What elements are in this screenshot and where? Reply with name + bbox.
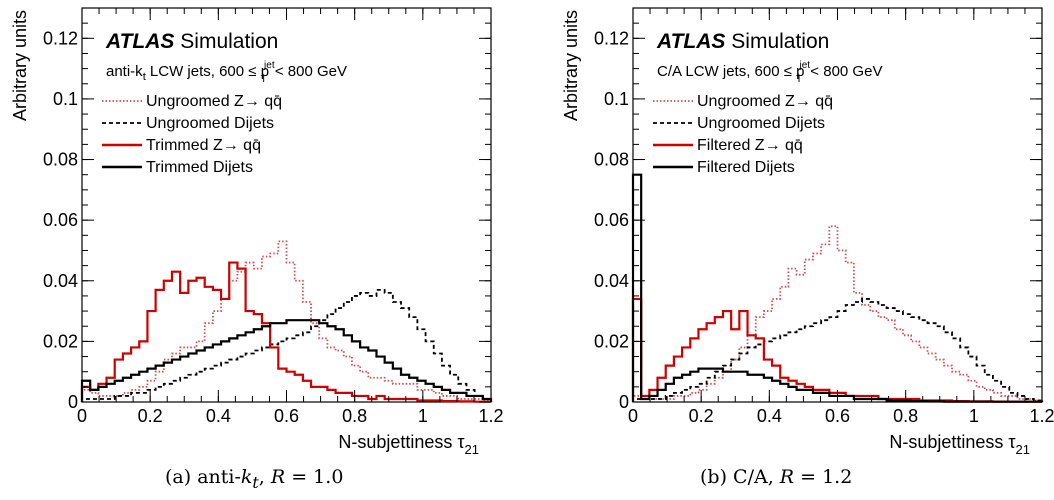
legend-label: Filtered Z→ qq̄	[697, 137, 803, 154]
legend-label: Ungroomed Dijets	[146, 115, 274, 132]
x-tick-label: 0.6	[825, 406, 850, 426]
x-axis-label-main: N-subjettiness τ	[338, 432, 464, 452]
atlas-label-sim: Simulation	[725, 30, 829, 53]
atlas-label-sim: Simulation	[174, 30, 278, 53]
x-tick-label: 0.8	[893, 406, 918, 426]
x-tick-label: 0	[628, 406, 638, 426]
caption-b-val: = 1.2	[794, 466, 853, 488]
series-line-2	[80, 261, 493, 403]
x-tick-label: 0.4	[757, 406, 782, 426]
jet-label-sub2: T	[261, 74, 267, 85]
chart-panel-a: 0 0.2 0.4 0.6 0.8 1 1.2 0 0.02 0.04 0.06 0.08 0.1 0.1…	[10, 7, 504, 457]
x-tick-label: 1.2	[478, 406, 503, 426]
caption-b-r: R	[779, 466, 795, 488]
jet-label-mid: LCW jets, 600 ≤ p	[146, 63, 269, 80]
y-tick-label: 0.06	[43, 210, 78, 230]
caption-a-k: k	[240, 466, 253, 488]
atlas-label: ATLAS Simulation	[105, 30, 278, 53]
y-tick-label: 0.12	[594, 28, 629, 48]
atlas-label-bold: ATLAS	[105, 30, 174, 53]
caption-a-t: t	[252, 472, 259, 492]
jet-selection-label: anti-kt LCW jets, 600 ≤ pjet T < 800 GeV	[106, 60, 347, 85]
jet-label-pre: anti-k	[106, 63, 143, 80]
x-tick-label: 1	[969, 406, 979, 426]
atlas-label: ATLAS Simulation	[656, 30, 829, 53]
x-tick-label: 0.6	[274, 406, 299, 426]
x-tick-label: 0.2	[138, 406, 163, 426]
legend-label: Trimmed Z→ qq̄	[146, 137, 261, 154]
y-tick-label: 0.02	[594, 331, 629, 351]
caption-a-pre: (a) anti-	[165, 466, 241, 488]
jet-label-sup: jet	[798, 60, 810, 71]
jet-label-post: < 800 GeV	[806, 63, 882, 80]
y-tick-label: 0.08	[594, 150, 629, 170]
caption-panel-b: (b) C/A, R = 1.2	[700, 466, 852, 488]
x-tick-label: 0.2	[689, 406, 714, 426]
jet-label-sup: jet	[263, 60, 275, 71]
y-tick-label: 0.1	[53, 89, 78, 109]
series-line-1	[632, 298, 1043, 402]
jet-label-post: < 800 GeV	[271, 63, 347, 80]
legend-label: Ungroomed Z→ qq̄	[146, 93, 282, 110]
figure: 0 0.2 0.4 0.6 0.8 1 1.2 0 0.02 0.04 0.06 0.08 0.1 0.1…	[10, 7, 1054, 457]
x-axis-label-main: N-subjettiness τ	[889, 432, 1015, 452]
series-line-1	[81, 288, 492, 402]
series-line-2	[631, 297, 1044, 403]
legend-label: Ungroomed Z→ qq̄	[697, 93, 833, 110]
legend-label: Trimmed Dijets	[146, 159, 253, 176]
caption-panel-a: (a) anti-kt, R = 1.0	[165, 466, 343, 492]
caption-a-post: ,	[258, 466, 271, 488]
jet-label-mid: LCW jets, 600 ≤ p	[681, 63, 804, 80]
x-tick-label: 0.8	[342, 406, 367, 426]
chart-panel-b: 0 0.2 0.4 0.6 0.8 1 1.2 0 0.02 0.04 0.06 0.08 0.1 0.1…	[561, 7, 1054, 457]
y-tick-label: 0.1	[604, 89, 629, 109]
x-axis-label: N-subjettiness τ21	[889, 432, 1030, 457]
y-tick-label: 0	[619, 392, 629, 412]
legend-label: Filtered Dijets	[697, 159, 795, 176]
jet-label-sub1: t	[143, 71, 146, 83]
y-axis-label: Arbitrary units	[561, 10, 581, 121]
series-line-3	[80, 319, 493, 402]
y-tick-label: 0.12	[43, 28, 78, 48]
jet-label-sub2: T	[796, 74, 802, 85]
caption-a-val: = 1.0	[285, 466, 344, 488]
y-tick-label: 0.04	[594, 271, 629, 291]
series-line-3	[631, 173, 1044, 403]
y-axis-label: Arbitrary units	[10, 10, 30, 121]
jet-selection-label: C/A LCW jets, 600 ≤ pjet T < 800 GeV	[657, 60, 882, 85]
x-tick-label: 1.2	[1029, 406, 1054, 426]
y-tick-label: 0.02	[43, 331, 78, 351]
x-tick-label: 0.4	[206, 406, 231, 426]
x-axis-label-sub: 21	[1016, 442, 1030, 457]
caption-b-pre: (b) C/A,	[700, 466, 780, 488]
y-tick-label: 0.06	[594, 210, 629, 230]
y-tick-label: 0	[68, 392, 78, 412]
legend-label: Ungroomed Dijets	[697, 115, 825, 132]
atlas-label-bold: ATLAS	[656, 30, 725, 53]
series-line-0	[81, 240, 492, 402]
y-tick-label: 0.04	[43, 271, 78, 291]
y-tick-label: 0.08	[43, 150, 78, 170]
jet-label-pre: C/A	[657, 63, 682, 80]
caption-a-r: R	[270, 466, 286, 488]
x-axis-label-sub: 21	[465, 442, 479, 457]
x-tick-label: 0	[77, 406, 87, 426]
series-line-0	[632, 225, 1043, 402]
x-axis-label: N-subjettiness τ21	[338, 432, 479, 457]
x-tick-label: 1	[418, 406, 428, 426]
